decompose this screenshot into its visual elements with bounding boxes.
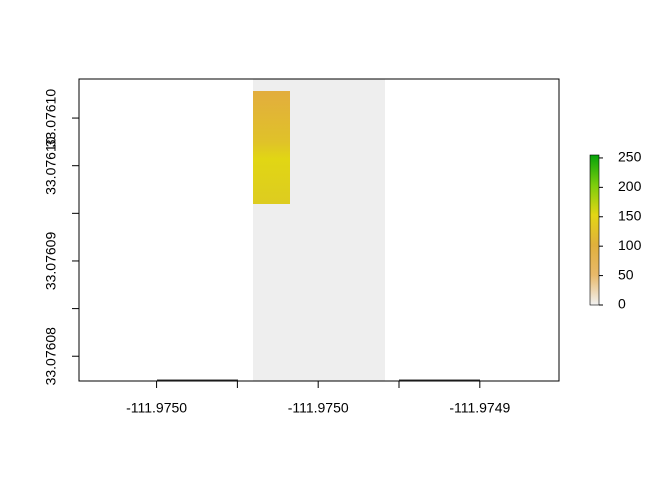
plot-box [78,78,560,382]
x-tick-label: -111.9750 [288,400,349,416]
colorbar-tick-label: 150 [618,207,642,223]
colorbar [589,154,600,306]
raster-cells [253,91,290,204]
colorbar-tick-label: 50 [618,266,634,282]
y-tick-label: 33.07608 [43,327,59,386]
colorbar-tick-label: 200 [618,178,642,194]
y-tick-label: 33.07610 [43,136,59,195]
x-tick-label: -111.9750 [126,400,187,416]
y-tick-label: 33.07609 [43,232,59,291]
colorbar-tick-label: 100 [618,237,642,253]
y-tick-label: 33.07610 [43,89,59,148]
x-tick-label: -111.9749 [449,400,510,416]
colorbar-tick-label: 0 [618,296,626,312]
colorbar-tick-label: 250 [618,149,642,165]
